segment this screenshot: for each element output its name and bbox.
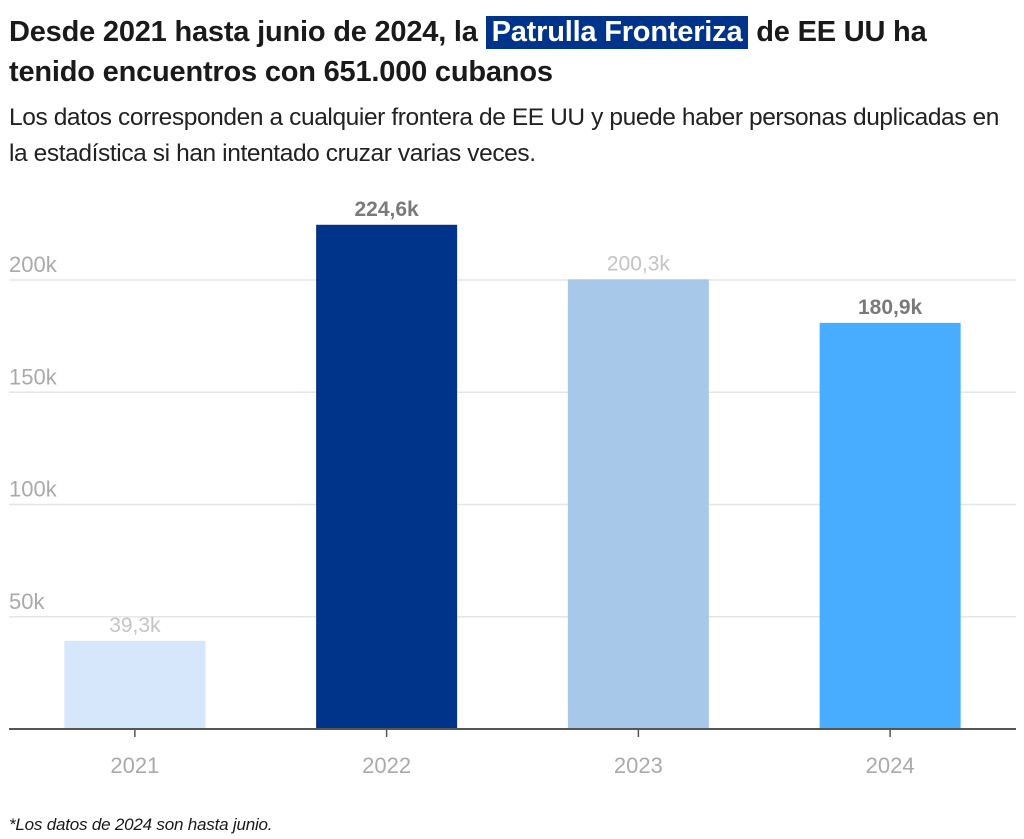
footnote: *Los datos de 2024 son hasta junio. [9, 815, 273, 834]
bar [567, 279, 709, 729]
value-label: 224,6k [355, 198, 420, 221]
title-part-2: de EE UU ha tenido encuentros con 651.00… [9, 16, 927, 88]
value-label: 180,9k [858, 296, 923, 319]
y-tick-label: 50k [9, 589, 45, 614]
x-tick-label: 2022 [362, 753, 411, 778]
bar [819, 322, 961, 729]
bar [64, 640, 206, 729]
y-tick-label: 150k [9, 364, 58, 389]
x-tick-label: 2024 [866, 753, 915, 778]
chart-subtitle: Los datos corresponden a cualquier front… [9, 104, 999, 167]
chart-title: Desde 2021 hasta junio de 2024, la Patru… [9, 12, 1019, 92]
title-part-1: Desde 2021 hasta junio de 2024, la [9, 16, 486, 48]
x-tick-label: 2023 [614, 753, 663, 778]
x-axis: 2021 2022 2023 2024 [9, 728, 1016, 778]
value-label: 39,3k [109, 614, 161, 637]
value-label: 200,3k [607, 252, 671, 275]
y-tick-label: 200k [9, 252, 58, 277]
bar [316, 224, 458, 729]
y-tick-label: 100k [9, 477, 58, 502]
bars: 39,3k 224,6k 200,3k 180,9k [64, 198, 961, 729]
x-tick-label: 2021 [110, 753, 159, 778]
title-highlight: Patrulla Fronteriza [485, 16, 749, 49]
